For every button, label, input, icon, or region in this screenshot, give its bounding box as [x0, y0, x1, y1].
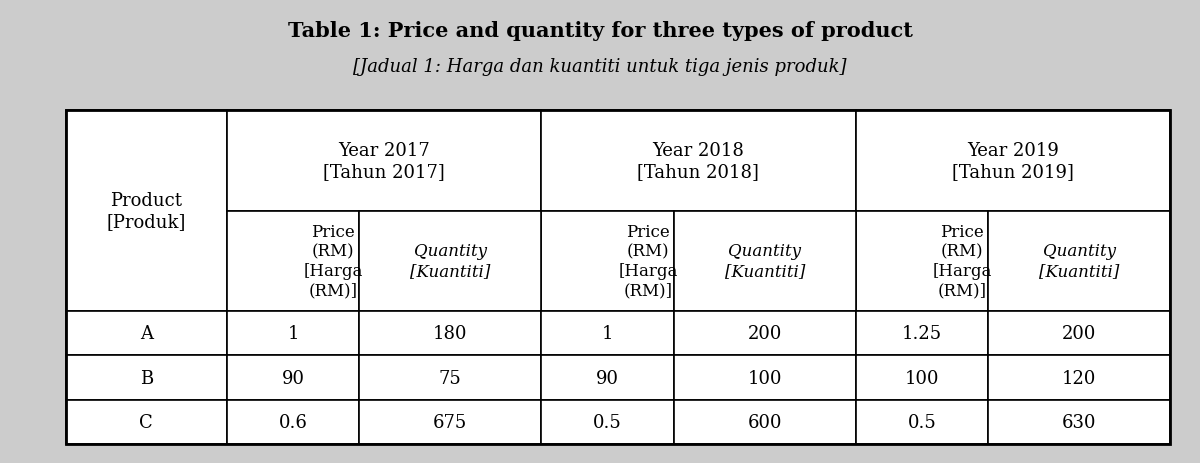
Text: 100: 100 — [905, 369, 940, 387]
Text: Year 2017
[Tahun 2017]: Year 2017 [Tahun 2017] — [323, 142, 445, 181]
Text: 675: 675 — [433, 413, 468, 431]
Text: 90: 90 — [282, 369, 305, 387]
Text: Product
[Produk]: Product [Produk] — [107, 192, 186, 231]
Text: Year 2018
[Tahun 2018]: Year 2018 [Tahun 2018] — [637, 142, 760, 181]
Text: Quantity
[Kuantiti]: Quantity [Kuantiti] — [410, 243, 491, 279]
Text: 75: 75 — [439, 369, 462, 387]
Text: Price
(RM)
[Harga
(RM)]: Price (RM) [Harga (RM)] — [304, 223, 364, 299]
Text: 90: 90 — [596, 369, 619, 387]
Text: 0.6: 0.6 — [278, 413, 307, 431]
Text: Price
(RM)
[Harga
(RM)]: Price (RM) [Harga (RM)] — [932, 223, 992, 299]
Text: 180: 180 — [433, 325, 468, 342]
Text: C: C — [139, 413, 154, 431]
Text: A: A — [140, 325, 152, 342]
Text: 1: 1 — [287, 325, 299, 342]
Text: 1.25: 1.25 — [902, 325, 942, 342]
Text: Table 1: Price and quantity for three types of product: Table 1: Price and quantity for three ty… — [288, 21, 912, 41]
Text: 0.5: 0.5 — [593, 413, 622, 431]
Text: [Jadual 1: Harga dan kuantiti untuk tiga jenis produk]: [Jadual 1: Harga dan kuantiti untuk tiga… — [353, 58, 847, 76]
Text: B: B — [139, 369, 152, 387]
Text: 100: 100 — [748, 369, 782, 387]
Text: 120: 120 — [1062, 369, 1097, 387]
Text: 630: 630 — [1062, 413, 1097, 431]
Text: Quantity
[Kuantiti]: Quantity [Kuantiti] — [725, 243, 805, 279]
Text: 200: 200 — [1062, 325, 1097, 342]
Text: Price
(RM)
[Harga
(RM)]: Price (RM) [Harga (RM)] — [618, 223, 678, 299]
Text: 200: 200 — [748, 325, 782, 342]
Text: Year 2019
[Tahun 2019]: Year 2019 [Tahun 2019] — [952, 142, 1074, 181]
Text: 600: 600 — [748, 413, 782, 431]
Text: 1: 1 — [601, 325, 613, 342]
Text: Quantity
[Kuantiti]: Quantity [Kuantiti] — [1039, 243, 1120, 279]
Text: 0.5: 0.5 — [907, 413, 936, 431]
